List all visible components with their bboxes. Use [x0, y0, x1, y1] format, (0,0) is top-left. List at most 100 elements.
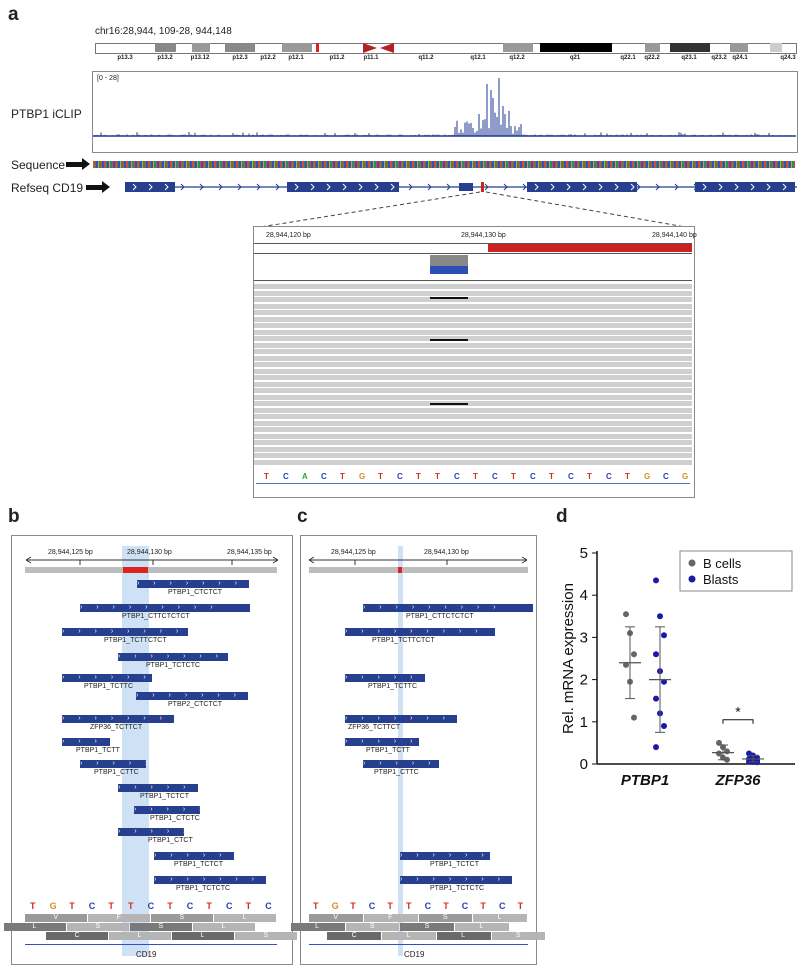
sequence-base: G [682, 472, 689, 481]
aligned-read [254, 290, 692, 296]
aligned-read [254, 401, 692, 406]
motif-feature-bar: › › › › › › › › › [80, 604, 250, 612]
strand-chevron [465, 183, 470, 191]
amino-acid-block [309, 914, 363, 922]
motif-feature-label: PTBP1_TCTCTC [146, 662, 201, 669]
strand-chevron [408, 183, 413, 191]
ideogram-band [155, 43, 176, 52]
amino-acid-label: L [200, 932, 205, 939]
aligned-read [254, 446, 692, 452]
data-point [631, 651, 637, 658]
sequence-base: C [606, 472, 612, 481]
aligned-read [254, 336, 692, 341]
sequence-arrow-icon [66, 162, 84, 167]
sequence-base: T [473, 472, 478, 481]
zoom-tick-label: 28,944,140 bp [652, 232, 697, 239]
sequence-base: T [416, 472, 421, 481]
aligned-read [254, 316, 692, 322]
strand-chevron [503, 183, 508, 191]
sequence-base: T [108, 901, 114, 911]
exon-chevron [390, 183, 395, 191]
sequence-base: A [302, 472, 308, 481]
aligned-read [254, 375, 692, 380]
sequence-base: T [30, 901, 36, 911]
gene-line [309, 944, 528, 945]
ideogram-band-label: p11.2 [329, 55, 345, 61]
strand-chevron [332, 183, 337, 191]
strand-chevron [712, 183, 717, 191]
aligned-read [254, 459, 692, 465]
highlight-column [122, 546, 149, 956]
amino-acid-label: S [179, 914, 185, 921]
amino-acid-block [290, 923, 345, 931]
sequence-base: C [461, 901, 469, 911]
strand-chevron [427, 183, 432, 191]
ideogram-band-label: q12.1 [470, 55, 486, 61]
zoom-gene-line [256, 483, 690, 484]
sequence-base: G [644, 472, 651, 481]
strand-chevron [636, 183, 641, 191]
motif-feature-bar: › › › › › › › › › [80, 760, 146, 768]
ideogram-band [670, 43, 710, 52]
sequence-base: C [568, 472, 574, 481]
amino-acid-block [436, 932, 491, 940]
ruler-tick-label: 28,944,130 bp [127, 549, 172, 556]
amino-acid-block [46, 932, 108, 940]
strand-chevron [655, 183, 660, 191]
ideogram-band-label: p13.12 [190, 55, 210, 61]
aligned-read [254, 310, 692, 315]
aligned-read [254, 420, 692, 426]
aligned-read [254, 394, 692, 400]
motif-feature-bar: › › › › › › › › › [345, 628, 495, 636]
sequence-base: T [549, 472, 554, 481]
centromere-left [363, 43, 377, 53]
amino-acid-block [67, 923, 129, 931]
amino-acid-label: L [461, 932, 466, 939]
ideogram-band-label: p12.3 [232, 55, 248, 61]
exon-chevron [374, 183, 379, 191]
motif-feature-label: PTBP1_TCTCT [140, 793, 190, 800]
amino-acid-block [418, 914, 473, 922]
data-point [724, 748, 730, 755]
y-tick-label: 2 [580, 672, 588, 689]
sequence-base: T [443, 901, 449, 911]
strand-chevron [237, 183, 242, 191]
aligned-read [254, 368, 692, 374]
strand-chevron [256, 183, 261, 191]
ideogram-position-marker [316, 43, 319, 52]
exon-chevron [358, 183, 363, 191]
motif-feature-label: PTBP1_TCTT [366, 747, 410, 754]
aligned-read [254, 323, 692, 328]
data-point [653, 651, 659, 658]
sequence-base: T [587, 472, 592, 481]
amino-acid-label: L [242, 914, 247, 921]
aligned-read [254, 407, 692, 413]
track-range-label: [0 - 28] [97, 75, 119, 82]
data-point [653, 744, 659, 751]
exon-chevron [766, 183, 771, 191]
strand-chevron [560, 183, 565, 191]
strand-chevron [674, 183, 679, 191]
amino-acid-label: S [369, 923, 375, 930]
region-bar [25, 567, 277, 573]
motif-feature-label: PTBP1_CTTC [94, 769, 139, 776]
aligned-read [254, 427, 692, 432]
amino-acid-label: V [333, 914, 339, 921]
amino-acid-block [151, 914, 213, 922]
significance-bracket [722, 719, 754, 724]
motif-feature-label: PTBP1_CTCTC [150, 815, 200, 822]
strand-chevron [541, 183, 546, 191]
exon-chevron [782, 183, 787, 191]
ideogram-band-label: q24.3 [780, 55, 796, 61]
amino-acid-label: L [406, 932, 411, 939]
amino-acid-block [193, 923, 255, 931]
deletion-marker [430, 403, 468, 405]
ideogram-band-label: p12.1 [288, 55, 304, 61]
zoom-connector [253, 191, 692, 229]
amino-acid-label: L [221, 923, 226, 930]
ideogram-band [540, 43, 612, 52]
expression-chart: 0 1 2 3 4 5 Rel. mRNA expression PTBP1 ZFP36 * B c… [560, 545, 795, 789]
motif-feature-label: ZFP36_TCTTCT [90, 724, 143, 731]
amino-acid-block [25, 914, 87, 922]
sequence-base: T [313, 901, 319, 911]
